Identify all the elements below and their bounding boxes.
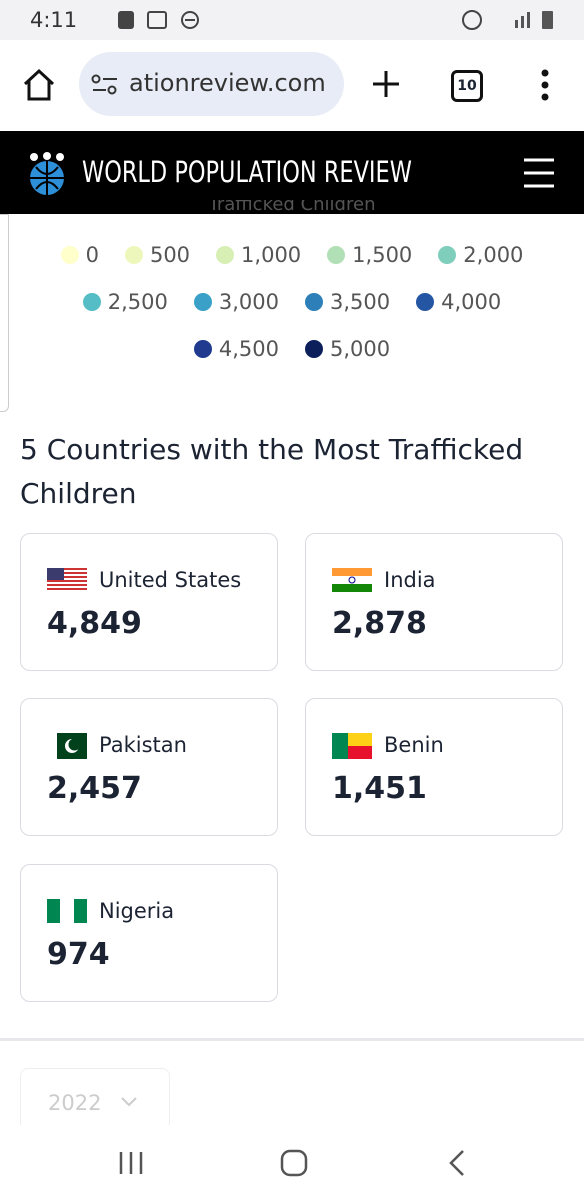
flag-ng <box>47 899 87 923</box>
year-value[interactable]: 2022 <box>48 1091 102 1115</box>
menu-button[interactable] <box>535 68 555 102</box>
system-nav-bar <box>0 1125 584 1200</box>
country-value: 2,457 <box>47 771 142 806</box>
back-button[interactable] <box>448 1149 466 1177</box>
legend-swatch <box>305 339 323 358</box>
site-title[interactable]: WORLD POPULATION REVIEW <box>82 155 412 189</box>
legend-swatch <box>82 292 101 311</box>
map-frame <box>0 214 9 412</box>
legend-item[interactable]: 4,500 <box>193 336 279 361</box>
legend-item[interactable]: 3,500 <box>305 289 390 314</box>
legend-swatch <box>305 292 323 311</box>
flag-in <box>332 568 372 592</box>
legend-label: 500 <box>149 242 191 267</box>
home-button[interactable] <box>22 68 56 102</box>
url-text[interactable]: ationreview.com <box>129 69 326 97</box>
legend-item[interactable]: 3,000 <box>193 289 279 314</box>
site-settings-icon[interactable] <box>91 74 119 96</box>
legend-label: 3,500 <box>330 289 391 314</box>
legend-swatch <box>124 245 143 264</box>
legend-swatch <box>216 245 235 264</box>
legend-swatch <box>438 245 457 264</box>
country-name: United States <box>99 568 242 592</box>
legend-items: 0 500 1,000 1,500 2,000 2,500 3,000 3,500 4,000 4… <box>40 242 544 361</box>
status-right-icons <box>462 10 553 30</box>
tab-switcher[interactable]: 10 <box>451 70 483 102</box>
legend-label: 1,500 <box>352 242 413 267</box>
section-heading: 5 Countries with the Most Trafficked Chi… <box>20 433 524 510</box>
new-tab-button[interactable] <box>370 68 402 100</box>
legend-item[interactable]: 1,500 <box>327 242 412 267</box>
hamburger-menu[interactable] <box>522 157 556 189</box>
country-name: Benin <box>384 733 444 757</box>
legend-label: 4,000 <box>441 289 502 314</box>
country-card[interactable]: Benin 1,451 <box>305 698 563 836</box>
country-name: Pakistan <box>99 733 187 757</box>
status-icons <box>118 11 199 29</box>
legend-swatch <box>193 292 212 311</box>
site-header: WORLD POPULATION REVIEW <box>0 131 584 214</box>
legend-swatch <box>416 292 435 311</box>
country-value: 4,849 <box>47 606 142 641</box>
status-bar: 4:11 <box>0 0 584 40</box>
country-value: 974 <box>47 937 110 972</box>
flag-bj <box>332 733 372 759</box>
country-value: 1,451 <box>332 771 427 806</box>
legend-label: 1,000 <box>241 242 302 267</box>
legend-swatch <box>60 245 79 264</box>
country-name: Nigeria <box>99 899 175 923</box>
status-time: 4:11 <box>30 8 78 32</box>
legend-item[interactable]: 5,000 <box>305 336 390 361</box>
country-card[interactable]: United States 4,849 <box>20 533 278 671</box>
recent-apps-button[interactable] <box>118 1151 144 1175</box>
home-nav-button[interactable] <box>280 1149 308 1177</box>
country-card[interactable]: Pakistan 2,457 <box>20 698 278 836</box>
country-card[interactable]: Nigeria 974 <box>20 864 278 1002</box>
legend-item[interactable]: 4,000 <box>416 289 501 314</box>
legend-title: Trafficked Children <box>208 200 376 214</box>
legend-label: 3,000 <box>218 289 279 314</box>
divider <box>0 1038 584 1041</box>
country-value: 2,878 <box>332 606 427 641</box>
legend-item[interactable]: 2,000 <box>438 242 523 267</box>
country-name: India <box>384 568 436 592</box>
flag-pk <box>47 733 87 759</box>
legend-label: 2,500 <box>107 289 168 314</box>
legend-label: 4,500 <box>218 336 279 361</box>
legend-label: 5,000 <box>330 336 391 361</box>
year-select[interactable]: 2022 <box>20 1068 170 1130</box>
legend-swatch <box>193 339 212 358</box>
dropdown-arrow <box>121 1097 137 1107</box>
address-bar[interactable]: ationreview.com <box>79 52 344 116</box>
legend-item[interactable]: 0 <box>60 242 99 267</box>
legend-title-clip: Trafficked Children <box>0 200 584 214</box>
site-logo[interactable] <box>24 151 70 195</box>
legend-label: 2,000 <box>463 242 524 267</box>
legend-item[interactable]: 1,000 <box>216 242 301 267</box>
legend-item[interactable]: 500 <box>124 242 191 267</box>
map-legend: Trafficked Children 0 500 1,000 1,500 2,000 2… <box>0 200 584 424</box>
legend-item[interactable]: 2,500 <box>82 289 168 314</box>
browser-toolbar: ationreview.com 10 <box>0 40 584 131</box>
tab-count[interactable]: 10 <box>457 78 477 94</box>
flag-us <box>47 568 87 592</box>
legend-label: 0 <box>85 242 99 267</box>
country-card[interactable]: India 2,878 <box>305 533 563 671</box>
legend-swatch <box>327 245 346 264</box>
